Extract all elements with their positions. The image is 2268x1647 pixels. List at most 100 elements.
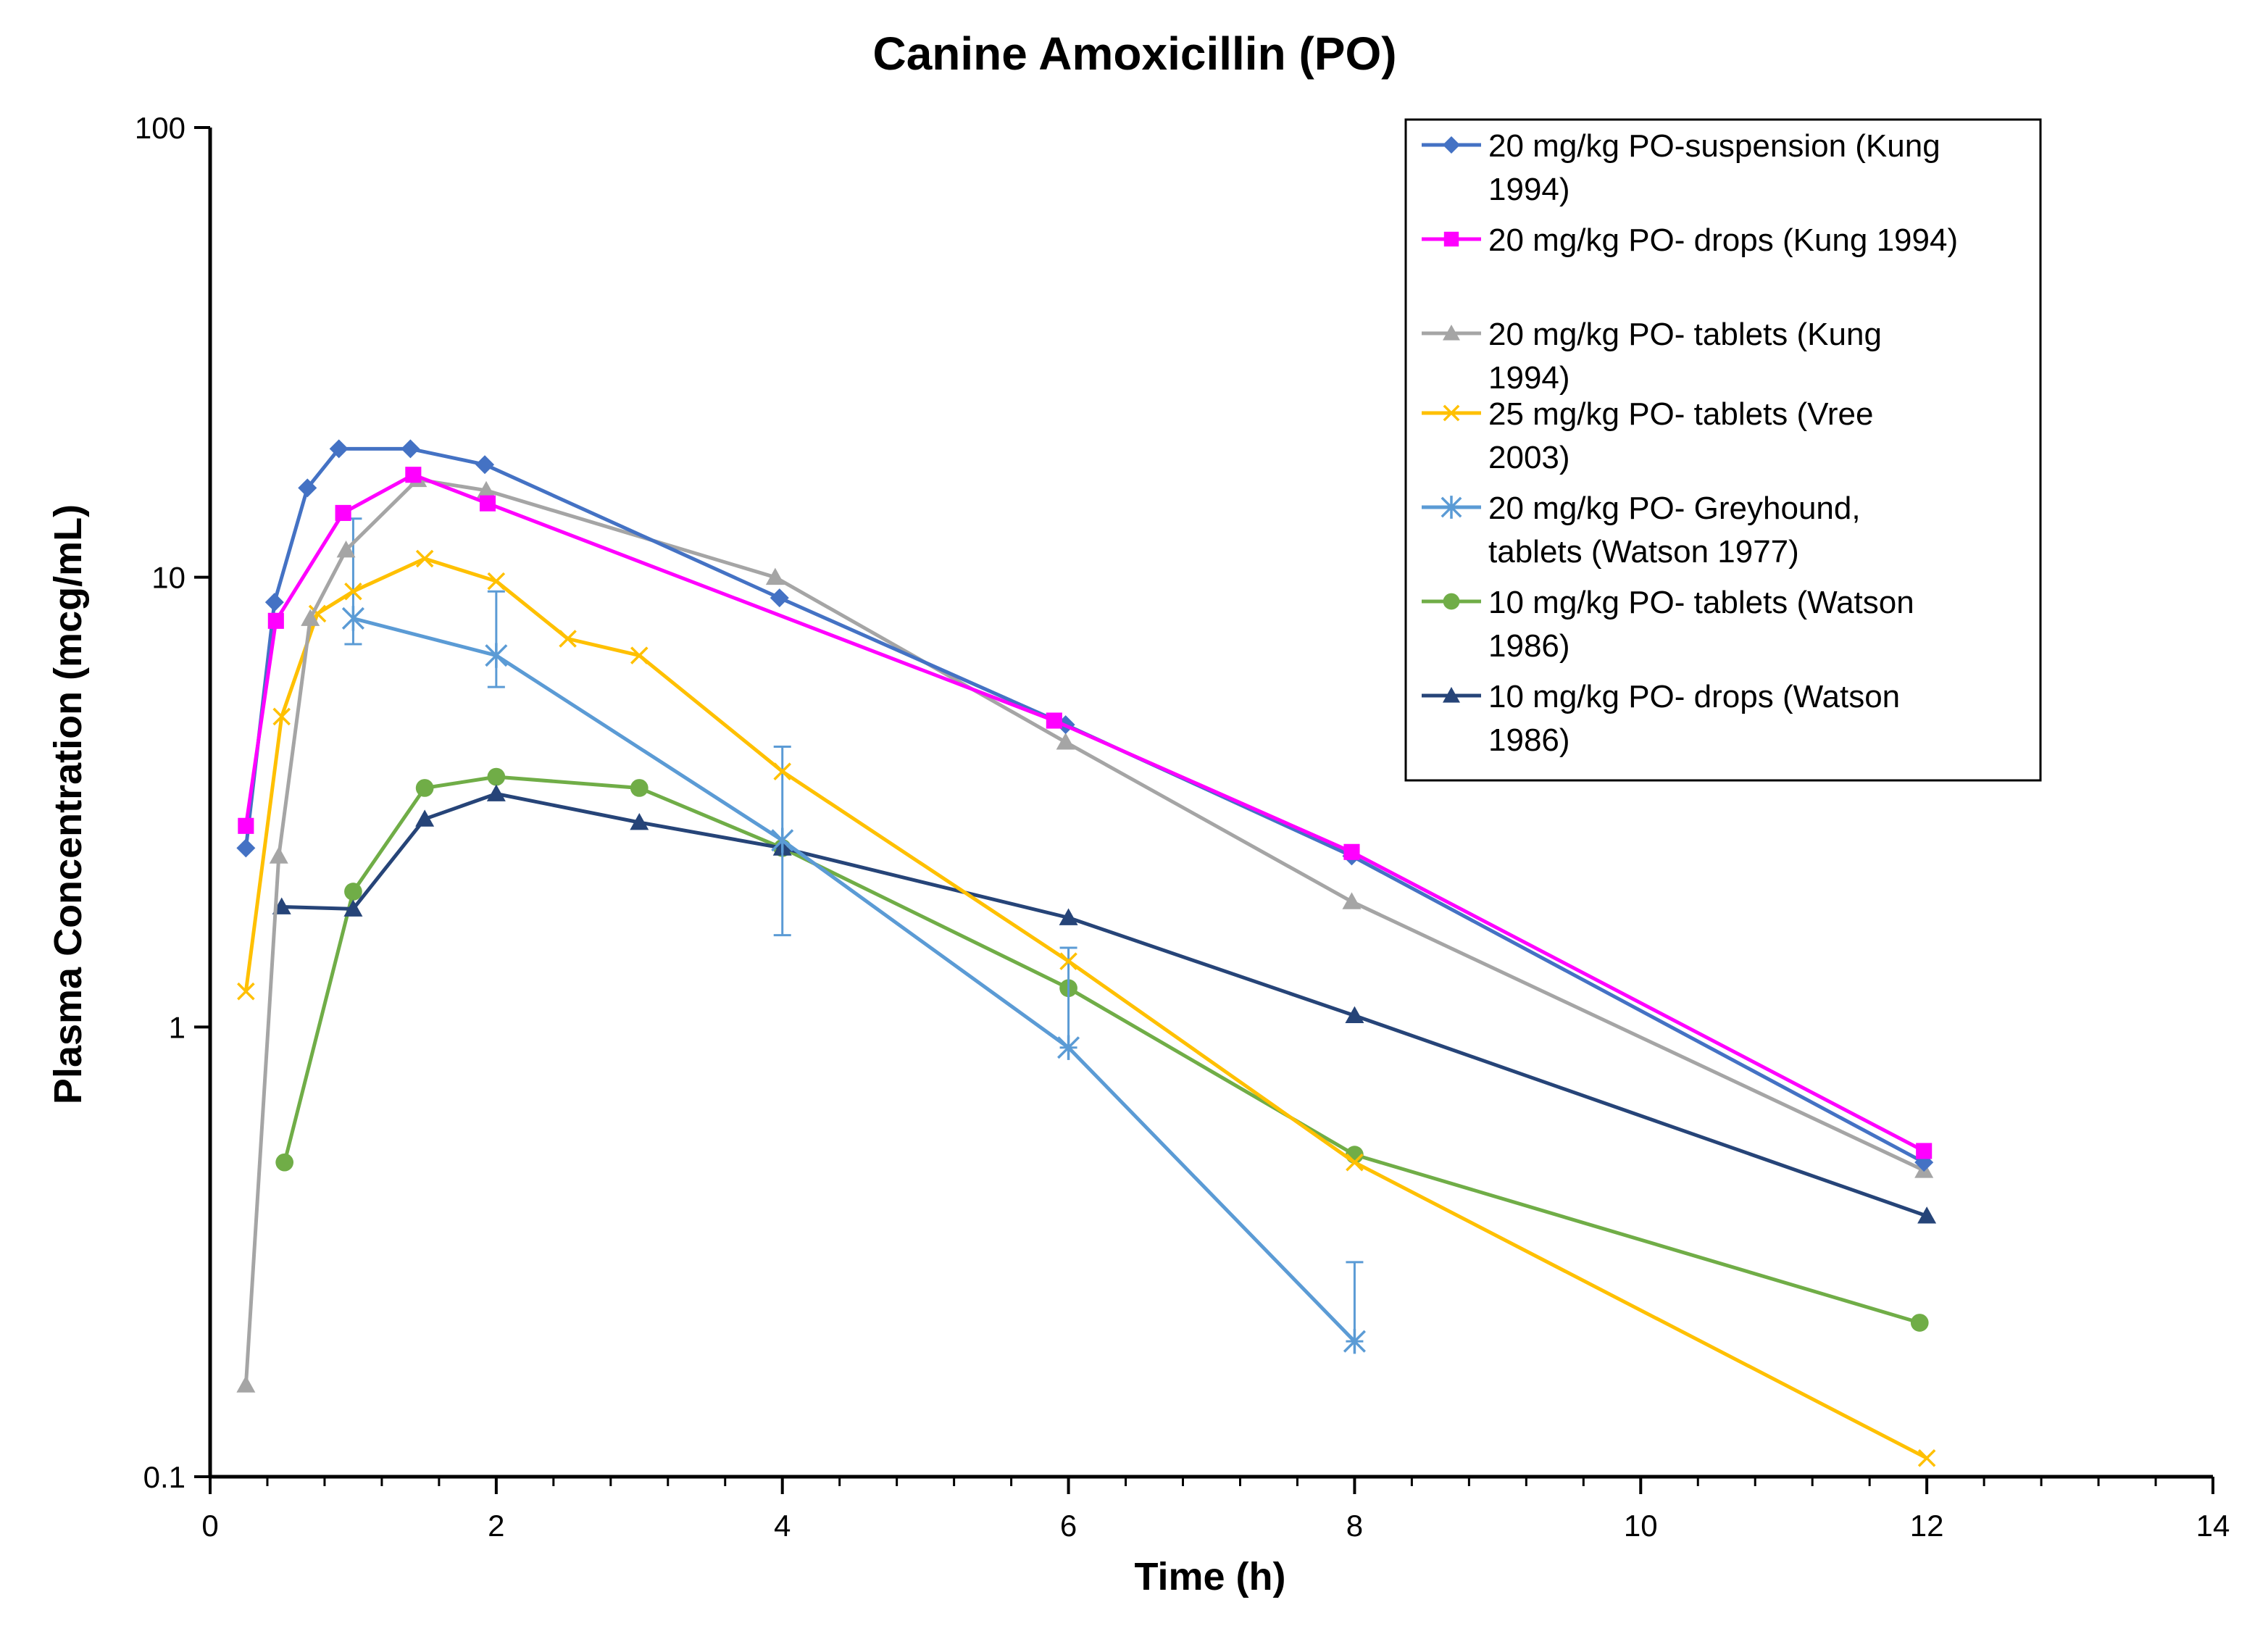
data-point	[1345, 1006, 1364, 1024]
data-point	[264, 593, 284, 612]
y-tick-label: 10	[151, 561, 185, 595]
x-tick-label: 12	[1910, 1509, 1944, 1543]
data-point	[475, 455, 495, 475]
series-line	[243, 472, 1925, 1153]
legend-label: 1986)	[1488, 628, 1570, 664]
data-point	[301, 609, 320, 626]
data-point	[336, 540, 356, 558]
x-tick-label: 0	[201, 1509, 218, 1543]
data-point	[269, 846, 288, 864]
chart-title: Canine Amoxicillin (PO)	[872, 28, 1396, 80]
data-point	[770, 588, 789, 608]
data-point	[630, 779, 649, 797]
data-point	[272, 707, 291, 726]
data-point	[771, 827, 794, 853]
data-point	[487, 572, 506, 591]
data-point	[1056, 733, 1075, 750]
legend-marker	[1443, 325, 1460, 341]
legend-marker	[1443, 687, 1460, 703]
ticks: 0 2 4 6 8 10 12 14 0.1 1 10 100	[135, 111, 2230, 1543]
legend-label: tablets (Watson 1977)	[1488, 534, 1799, 570]
legend-entry: 20 mg/kg PO-suspension (Kung 1994)	[1422, 128, 1940, 207]
data-point	[1916, 1143, 1933, 1159]
data-point	[765, 567, 785, 585]
y-tick-label: 0.1	[143, 1460, 185, 1494]
data-point	[236, 1375, 256, 1393]
data-point	[344, 883, 362, 901]
series-6	[275, 767, 1929, 1332]
data-point	[238, 817, 254, 834]
series-line	[243, 556, 1928, 1460]
data-point	[1342, 892, 1362, 909]
data-point	[630, 813, 649, 830]
x-tick-label: 4	[774, 1509, 791, 1543]
legend-entry: 25 mg/kg PO- tablets (Vree 2003)	[1422, 396, 1873, 475]
legend-marker	[1443, 404, 1460, 422]
data-point	[485, 643, 508, 668]
legend-box	[1404, 118, 2042, 782]
legend-entry: 20 mg/kg PO- drops (Kung 1994)	[1422, 222, 1958, 258]
data-point	[237, 982, 255, 1001]
x-axis-label: Time (h)	[1134, 1555, 1285, 1598]
series-line	[352, 617, 1356, 1343]
plot-area	[236, 439, 1937, 1467]
legend-label: 10 mg/kg PO- tablets (Watson	[1488, 585, 1914, 620]
data-point	[267, 612, 284, 629]
legend-label: 2003)	[1488, 440, 1570, 475]
x-tick-label: 6	[1060, 1509, 1077, 1543]
legend-label: 1986)	[1488, 722, 1570, 758]
data-point	[1046, 712, 1062, 729]
legend-label: 1994)	[1488, 172, 1570, 207]
data-point	[486, 784, 506, 801]
data-point	[773, 762, 791, 780]
data-point	[405, 467, 422, 483]
legend-label: 10 mg/kg PO- drops (Watson	[1488, 679, 1900, 714]
legend-label: 20 mg/kg PO- Greyhound,	[1488, 491, 1861, 526]
x-tick-label: 2	[488, 1509, 504, 1543]
data-point	[415, 809, 435, 827]
data-point	[1059, 952, 1077, 970]
data-point	[1057, 1035, 1080, 1060]
data-point	[415, 779, 434, 797]
legend-label: 20 mg/kg PO- drops (Kung 1994)	[1488, 222, 1958, 258]
legend-label: 20 mg/kg PO- tablets (Kung	[1488, 317, 1882, 352]
series-line	[243, 478, 1925, 1385]
data-point	[329, 439, 349, 459]
series-4	[237, 549, 1936, 1467]
legend-entry: 10 mg/kg PO- drops (Watson 1986)	[1422, 679, 1900, 758]
data-point	[487, 767, 506, 786]
data-point	[477, 480, 496, 499]
data-point	[479, 495, 496, 512]
legend-marker	[1443, 593, 1460, 610]
series-line	[283, 775, 1921, 1325]
data-point	[1917, 1449, 1936, 1467]
legend-label: 25 mg/kg PO- tablets (Vree	[1488, 396, 1873, 432]
data-point	[341, 606, 364, 631]
data-point	[1059, 908, 1078, 925]
data-point	[335, 504, 351, 521]
x-tick-label: 14	[2196, 1509, 2230, 1543]
axes	[208, 128, 2213, 1479]
legend-entry: 20 mg/kg PO- Greyhound, tablets (Watson 1…	[1422, 491, 1861, 570]
data-point	[1917, 1206, 1937, 1224]
data-point	[343, 899, 363, 917]
series-2	[238, 467, 1933, 1159]
data-point	[344, 582, 362, 601]
data-point	[236, 838, 256, 858]
series-line	[281, 792, 1927, 1218]
data-point	[630, 646, 649, 664]
y-tick-label: 100	[135, 111, 185, 145]
y-axis-label: Plasma Concentration (mcg/mL)	[46, 504, 90, 1104]
legend-entry: 20 mg/kg PO- tablets (Kung 1994)	[1422, 317, 1882, 396]
data-point	[401, 439, 420, 459]
series-7	[272, 784, 1937, 1224]
x-tick-label: 8	[1346, 1509, 1363, 1543]
legend-marker	[1441, 496, 1462, 519]
x-tick-label: 10	[1624, 1509, 1658, 1543]
legend-marker	[1443, 136, 1460, 154]
data-point	[298, 478, 317, 498]
y-tick-label: 1	[169, 1010, 185, 1044]
data-point	[1346, 1153, 1364, 1172]
data-point	[1910, 1314, 1929, 1332]
